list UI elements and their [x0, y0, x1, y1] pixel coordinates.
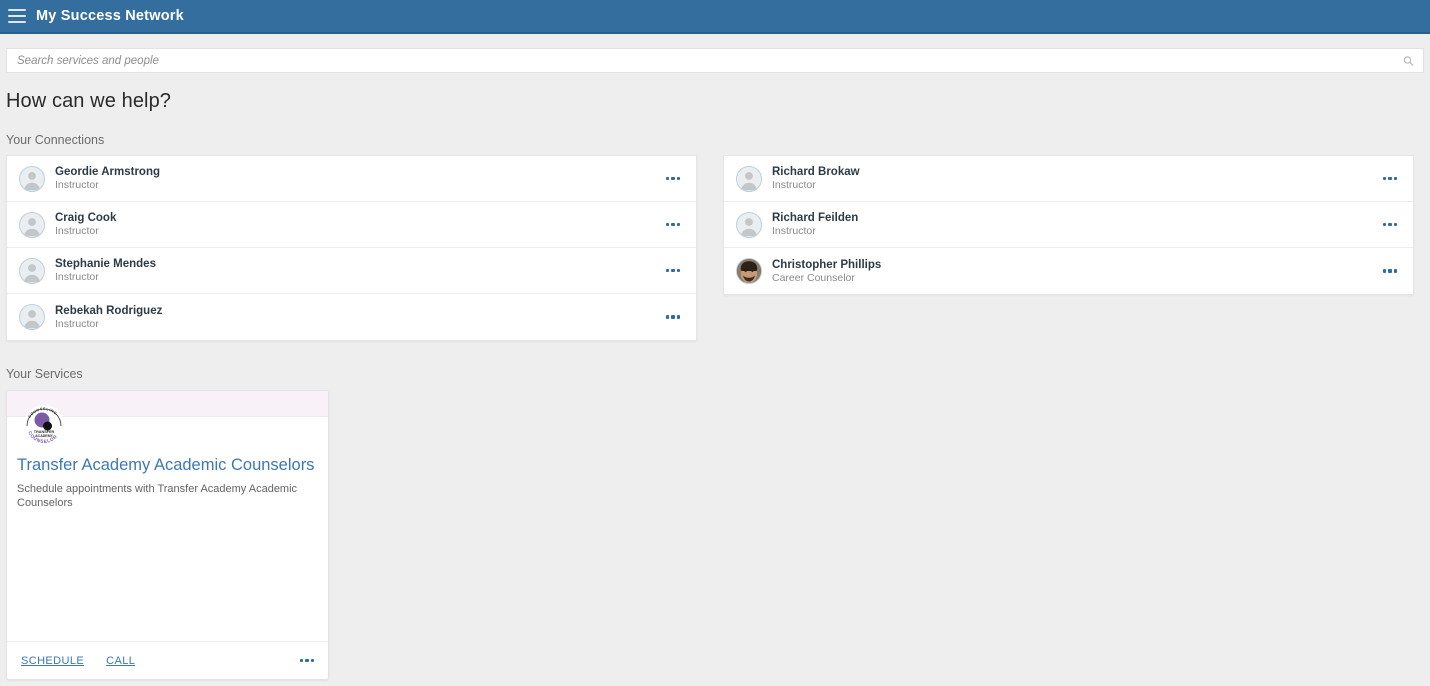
connections-card-left: Geordie Armstrong Instructor Craig Cook …	[6, 155, 697, 341]
schedule-link[interactable]: SCHEDULE	[21, 654, 85, 667]
connections-section-label: Your Connections	[6, 133, 105, 147]
connection-role: Instructor	[55, 271, 99, 283]
services-section-label: Your Services	[6, 367, 83, 381]
list-item[interactable]: Richard Feilden Instructor	[724, 202, 1413, 248]
service-card[interactable]: COUNSELING TRANSFER ACADEMY COUNSELOR Tr…	[6, 390, 329, 680]
app-title: My Success Network	[36, 8, 184, 24]
ellipsis-icon[interactable]	[664, 311, 683, 323]
ellipsis-icon[interactable]	[664, 173, 683, 185]
service-description: Schedule appointments with Transfer Acad…	[17, 483, 298, 509]
connection-role: Instructor	[55, 317, 99, 330]
connection-name: Stephanie Mendes	[55, 258, 156, 270]
connections-card-right: Richard Brokaw Instructor Richard Feilde…	[723, 155, 1414, 295]
call-link[interactable]: CALL	[106, 654, 136, 667]
ellipsis-icon[interactable]	[1381, 265, 1400, 277]
connection-name: Richard Brokaw	[772, 166, 860, 178]
avatar	[736, 258, 762, 284]
hamburger-menu-icon[interactable]	[8, 9, 26, 23]
search-section	[0, 34, 1430, 73]
app-header: My Success Network	[0, 0, 1430, 34]
services-area: COUNSELING TRANSFER ACADEMY COUNSELOR Tr…	[0, 381, 1430, 680]
service-card-body: Transfer Academy Academic Counselors Sch…	[7, 417, 328, 641]
avatar	[736, 165, 762, 192]
search-box[interactable]	[6, 48, 1424, 73]
avatar	[19, 165, 45, 192]
avatar	[19, 257, 45, 284]
list-item[interactable]: Richard Brokaw Instructor	[724, 156, 1413, 202]
connection-name: Rebekah Rodriguez	[55, 304, 163, 317]
connections-row: Geordie Armstrong Instructor Craig Cook …	[0, 147, 1430, 341]
list-item[interactable]: Christopher Phillips Career Counselor	[724, 248, 1413, 294]
search-icon[interactable]	[1403, 55, 1414, 66]
connection-name: Craig Cook	[55, 212, 117, 224]
connection-role: Instructor	[772, 179, 816, 191]
list-item[interactable]: Craig Cook Instructor	[7, 202, 696, 248]
service-title[interactable]: Transfer Academy Academic Counselors	[17, 456, 315, 474]
svg-text:ACADEMY: ACADEMY	[35, 434, 53, 438]
connection-role: Instructor	[772, 225, 816, 237]
list-item[interactable]: Geordie Armstrong Instructor	[7, 156, 696, 202]
avatar	[19, 304, 45, 330]
service-card-footer: SCHEDULE CALL	[7, 641, 328, 679]
ellipsis-icon[interactable]	[664, 219, 683, 231]
ellipsis-icon[interactable]	[1381, 219, 1400, 231]
list-item[interactable]: Rebekah Rodriguez Instructor	[7, 294, 696, 340]
list-item[interactable]: Stephanie Mendes Instructor	[7, 248, 696, 294]
transfer-academy-counselor-logo-icon: COUNSELING TRANSFER ACADEMY COUNSELOR	[24, 405, 64, 445]
avatar	[19, 211, 45, 238]
ellipsis-icon[interactable]	[298, 655, 317, 667]
connection-role: Instructor	[55, 179, 99, 191]
avatar	[736, 211, 762, 238]
connection-role: Career Counselor	[772, 271, 855, 284]
search-input[interactable]	[7, 49, 1423, 72]
page-title: How can we help?	[6, 90, 172, 112]
connection-name: Geordie Armstrong	[55, 166, 161, 178]
connection-name: Christopher Phillips	[772, 258, 882, 271]
svg-text:TRANSFER: TRANSFER	[34, 430, 55, 434]
service-card-banner	[7, 391, 328, 417]
connection-name: Richard Feilden	[772, 212, 859, 224]
ellipsis-icon[interactable]	[664, 265, 683, 277]
connection-role: Instructor	[55, 225, 99, 237]
ellipsis-icon[interactable]	[1381, 173, 1400, 185]
